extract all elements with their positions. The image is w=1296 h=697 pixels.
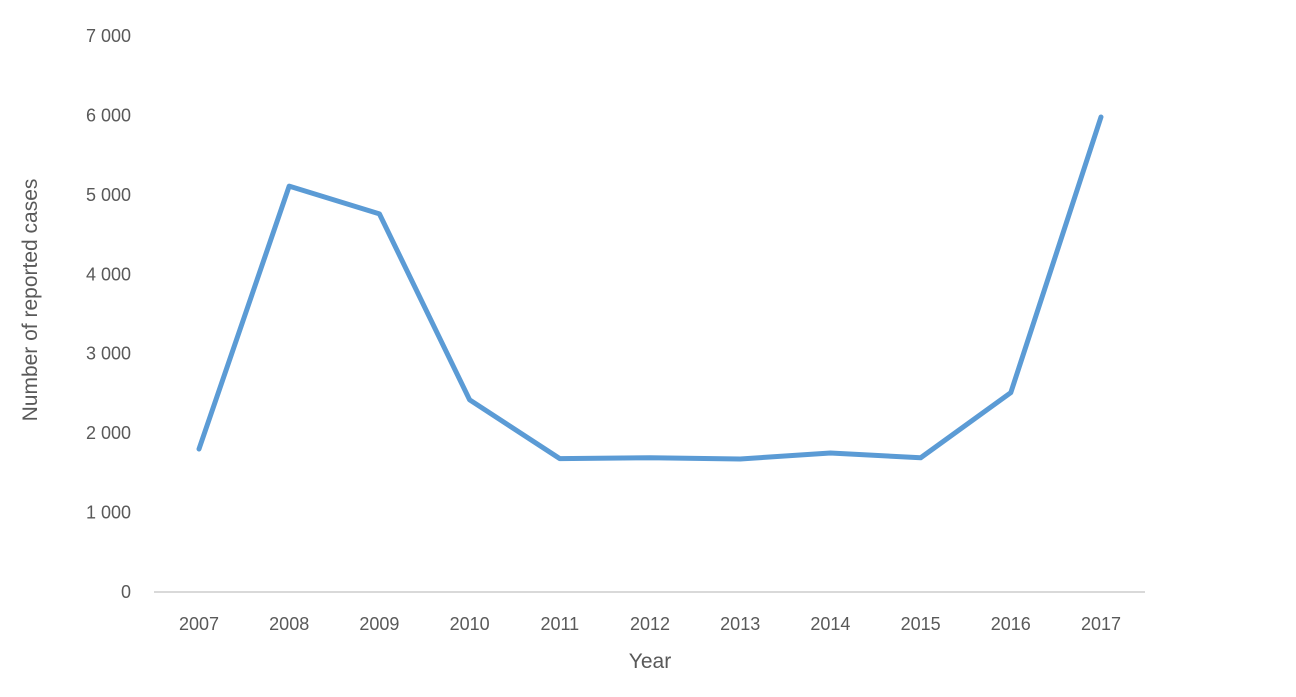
y-tick-label: 7 000: [86, 26, 131, 46]
x-tick-label: 2013: [720, 614, 760, 634]
x-tick-label: 2012: [630, 614, 670, 634]
x-tick-label: 2016: [991, 614, 1031, 634]
y-tick-label: 5 000: [86, 185, 131, 205]
x-tick-label: 2010: [450, 614, 490, 634]
y-tick-label: 6 000: [86, 105, 131, 125]
y-tick-label: 2 000: [86, 423, 131, 443]
y-tick-label: 4 000: [86, 264, 131, 284]
y-tick-label: 0: [121, 582, 131, 602]
y-axis-ticks: 0 1 000 2 000 3 000 4 000 5 000 6 000 7 000: [86, 26, 131, 602]
y-tick-label: 1 000: [86, 503, 131, 523]
x-tick-label: 2008: [269, 614, 309, 634]
x-axis-ticks: 2007 2008 2009 2010 2011 2012 2013 2014 2015 2016…: [179, 614, 1121, 634]
x-axis-title: Year: [629, 650, 671, 673]
x-tick-label: 2009: [359, 614, 399, 634]
series-line-reported-cases: [196, 114, 1104, 462]
x-tick-label: 2007: [179, 614, 219, 634]
y-tick-label: 3 000: [86, 344, 131, 364]
x-tick-label: 2017: [1081, 614, 1121, 634]
x-tick-label: 2015: [901, 614, 941, 634]
x-tick-label: 2011: [540, 614, 579, 634]
y-axis-title: Number of reported cases: [19, 179, 42, 422]
x-tick-label: 2014: [810, 614, 850, 634]
